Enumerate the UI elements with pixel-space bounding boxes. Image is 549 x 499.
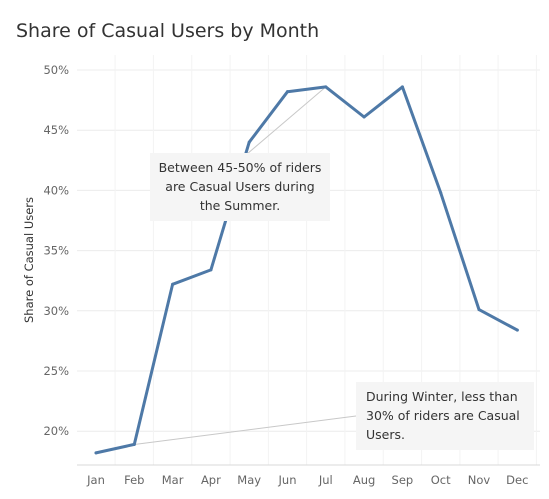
series-layer [94, 85, 519, 455]
y-tick-label: 40% [43, 183, 69, 197]
series-line [94, 85, 519, 455]
y-tick-label: 25% [43, 364, 69, 378]
x-tick-label: Jun [278, 473, 297, 487]
annotation-leader-summer [239, 86, 327, 161]
y-tick-label: 30% [43, 304, 69, 318]
chart-title: Share of Casual Users by Month [16, 20, 320, 42]
data-point [439, 191, 443, 195]
y-tick-label: 45% [43, 123, 69, 137]
data-point [286, 90, 289, 94]
annotation-leader-winter [134, 415, 357, 445]
axis-layer: 20% 25% 30% 35% 40% 45% 50% Jan Feb Mar Apr May Jun J… [43, 63, 540, 487]
x-tick-label: May [237, 473, 261, 487]
y-tick-label: 35% [43, 244, 69, 258]
data-point [171, 282, 175, 286]
y-axis-title: Share of Casual Users [22, 197, 36, 323]
x-tick-label: Mar [162, 473, 184, 487]
data-point [247, 140, 251, 144]
data-point [132, 442, 136, 446]
x-tick-label: Apr [201, 473, 221, 487]
x-tick-label: Sep [392, 473, 414, 487]
annotation-summer: Between 45-50% of riders are Casual User… [150, 153, 330, 222]
data-point [515, 328, 519, 332]
x-tick-label: Nov [468, 473, 491, 487]
x-tick-label: Dec [506, 473, 528, 487]
x-tick-label: Oct [431, 473, 451, 487]
x-tick-label: Jul [318, 473, 333, 487]
data-point [362, 115, 366, 119]
x-tick-label: Feb [124, 473, 144, 487]
data-point [400, 85, 404, 89]
annotation-winter: During Winter, less than 30% of riders a… [356, 382, 534, 451]
x-tick-label: Jan [86, 473, 105, 487]
data-point [324, 85, 328, 89]
data-point [209, 268, 213, 272]
annotation-leaders [134, 86, 357, 445]
x-tick-label: Aug [353, 473, 375, 487]
data-point [94, 451, 98, 455]
y-tick-label: 50% [43, 63, 69, 77]
data-point [477, 308, 481, 312]
y-tick-label: 20% [43, 424, 69, 438]
